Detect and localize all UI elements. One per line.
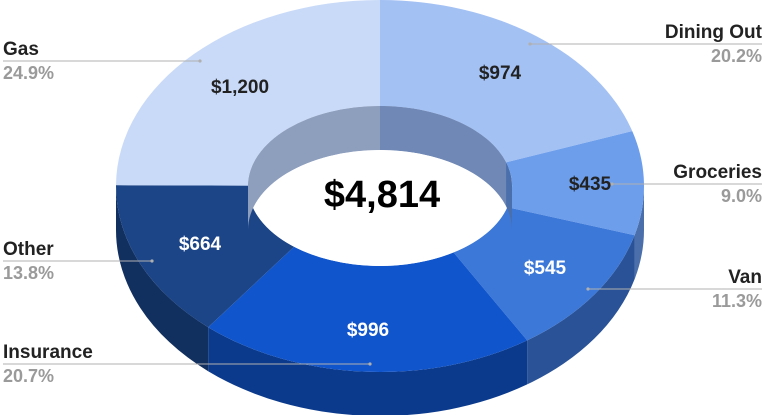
slice-insurance [208, 246, 528, 373]
slice-side-van [527, 235, 635, 385]
slice-other [115, 185, 295, 328]
leader-dot-insurance [368, 362, 372, 366]
label-name-gas: Gas [3, 39, 39, 60]
leader-lines [3, 42, 762, 366]
hole-wall-part [248, 106, 380, 230]
donut-tops [115, 0, 644, 373]
slice-side-other [115, 186, 209, 372]
slice-side-insurance [208, 327, 528, 415]
label-name-groceries: Groceries [673, 162, 762, 183]
label-name-dining-out: Dining Out [665, 22, 763, 43]
hole-floor-clipped [248, 150, 512, 266]
value-label-gas: $1,200 [211, 77, 269, 98]
leader-dot-gas [198, 59, 202, 63]
label-name-van: Van [728, 267, 762, 288]
label-percent-other: 13.8% [3, 263, 54, 283]
leader-dot-van [586, 287, 590, 291]
donut-hole [247, 106, 512, 266]
slice-van [453, 207, 635, 341]
label-name-insurance: Insurance [3, 342, 93, 363]
slice-labels: Dining Out 20.2% Groceries 9.0% Van 11.3% Insu… [3, 22, 763, 386]
slice-values: $974 $435 $545 $996 $664 $1,200 [179, 63, 612, 341]
label-name-other: Other [3, 239, 54, 260]
donut-sides [115, 186, 644, 415]
leader-dot-dining-out [528, 42, 532, 46]
value-label-insurance: $996 [347, 320, 389, 341]
slice-gas [116, 0, 380, 186]
value-label-dining-out: $974 [479, 63, 522, 84]
total-label: $4,814 [324, 174, 440, 216]
value-label-van: $545 [524, 258, 567, 279]
label-percent-van: 11.3% [712, 291, 762, 311]
value-label-other: $664 [179, 234, 222, 255]
label-percent-groceries: 9.0% [721, 186, 762, 206]
leader-dot-groceries [610, 182, 614, 186]
label-percent-dining-out: 20.2% [711, 46, 762, 66]
label-percent-insurance: 20.7% [3, 366, 54, 386]
hole-floor-inner [248, 150, 512, 266]
slice-groceries [506, 131, 644, 236]
leader-dot-other [150, 259, 154, 263]
slice-dining-out [380, 0, 633, 163]
hole-wall-part [380, 106, 507, 207]
label-percent-gas: 24.9% [3, 63, 54, 83]
value-label-groceries: $435 [569, 174, 612, 195]
slice-side-groceries [634, 186, 644, 280]
